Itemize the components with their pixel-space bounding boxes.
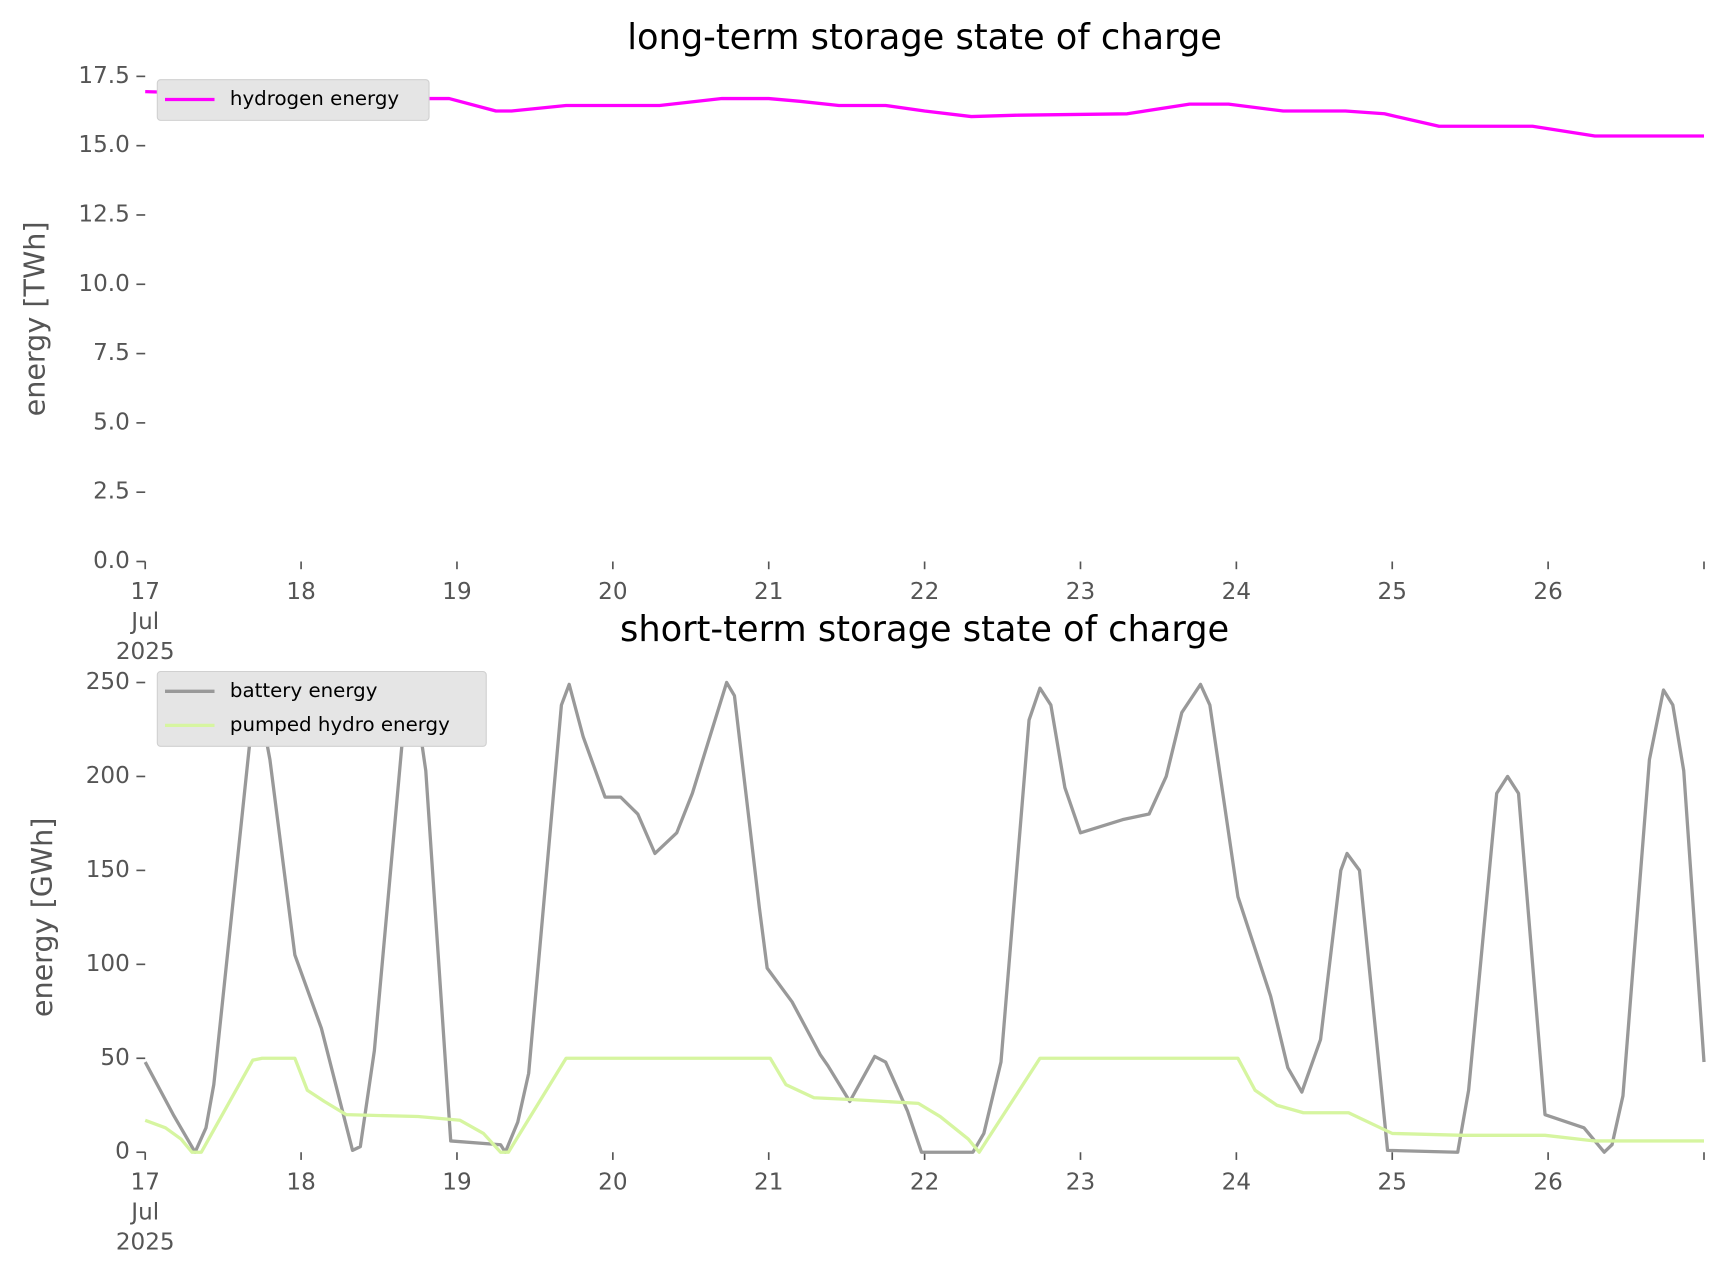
- y-tick-label: 10.0: [78, 271, 129, 297]
- y-tick-label: 2.5: [93, 479, 130, 505]
- y-axis-label: energy [GWh]: [25, 818, 59, 1018]
- y-tick-label: 250: [86, 669, 130, 695]
- x-tick-label: 23: [1066, 1170, 1095, 1196]
- x-tick-label: 20: [598, 1170, 627, 1196]
- y-tick-label: 12.5: [78, 201, 129, 227]
- x-tick-label: 17 Jul 2025: [116, 579, 175, 665]
- x-tick-label: 24: [1222, 579, 1251, 605]
- x-tick-label: 22: [910, 1170, 939, 1196]
- x-tick-label: 19: [442, 1170, 471, 1196]
- x-tick-label: 24: [1222, 1170, 1251, 1196]
- legend-box: [156, 670, 487, 747]
- y-tick-label: 150: [86, 857, 130, 883]
- x-tick-label: 25: [1378, 579, 1407, 605]
- y-axis-label: energy [TWh]: [17, 221, 51, 416]
- x-tick-label: 25: [1378, 1170, 1407, 1196]
- y-tick-label: 7.5: [93, 340, 130, 366]
- y-tick-label: 0.0: [93, 548, 130, 574]
- x-tick-label: 23: [1066, 579, 1095, 605]
- chart-title: short-term storage state of charge: [620, 609, 1229, 650]
- y-tick-label: 200: [86, 763, 130, 789]
- chart-title: long-term storage state of charge: [627, 17, 1222, 58]
- x-tick-label: 26: [1533, 1170, 1562, 1196]
- x-tick-label: 22: [910, 579, 939, 605]
- data-line: [144, 1056, 1704, 1154]
- legend-box: [156, 79, 430, 121]
- y-tick-label: 50: [100, 1045, 129, 1071]
- y-tick-label: 0: [115, 1139, 130, 1165]
- y-tick-label: 100: [86, 951, 130, 977]
- x-tick-label: 19: [442, 579, 471, 605]
- legend-label: battery energy: [230, 679, 378, 702]
- data-line: [143, 680, 1706, 1154]
- x-tick-label: 18: [286, 579, 315, 605]
- x-tick-label: 21: [754, 1170, 783, 1196]
- y-tick-label: 17.5: [78, 63, 129, 89]
- y-tick-label: 15.0: [78, 132, 129, 158]
- legend-label: hydrogen energy: [230, 87, 399, 110]
- x-tick-label: 17 Jul 2025: [116, 1170, 175, 1256]
- x-tick-label: 18: [286, 1170, 315, 1196]
- x-tick-label: 21: [754, 579, 783, 605]
- y-tick-label: 5.0: [93, 409, 130, 435]
- x-tick-label: 26: [1533, 579, 1562, 605]
- legend-label: pumped hydro energy: [230, 713, 450, 736]
- x-tick-label: 20: [598, 579, 627, 605]
